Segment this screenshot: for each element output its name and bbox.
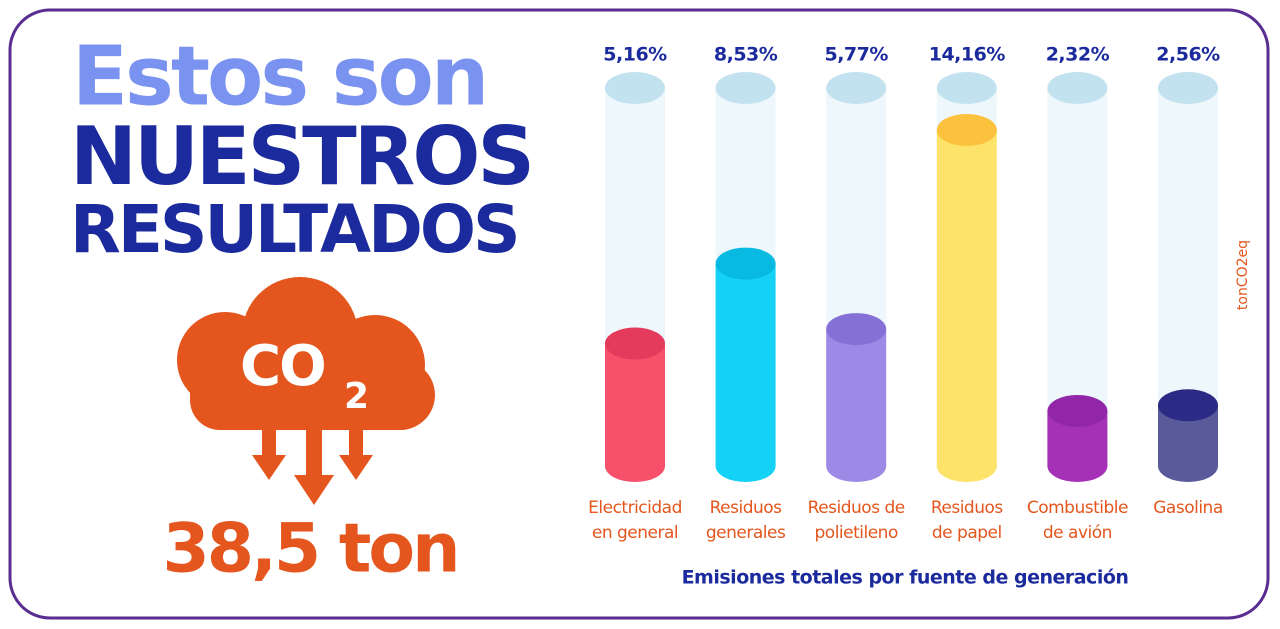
- value-label: 2,32%: [1046, 44, 1110, 66]
- title-line: Estos son: [72, 29, 486, 124]
- tube-top: [715, 72, 776, 104]
- category-label: Residuos de: [808, 498, 905, 518]
- cloud-icon: [177, 277, 435, 505]
- value-label: 2,56%: [1156, 44, 1220, 66]
- tube-top: [605, 72, 665, 104]
- title-line: RESULTADOS: [70, 191, 518, 268]
- co2-label: CO: [240, 334, 325, 399]
- category-label: Residuos: [710, 498, 783, 518]
- value-label: 8,53%: [714, 44, 778, 66]
- bar: [605, 343, 665, 466]
- bar: [936, 130, 997, 466]
- bar: [715, 263, 776, 466]
- category-label: Combustible: [1027, 498, 1128, 518]
- category-label: polietileno: [815, 523, 898, 543]
- bar-top: [826, 313, 887, 346]
- bar-top: [715, 247, 776, 280]
- category-label: Gasolina: [1153, 498, 1223, 518]
- y-axis-label: tonCO2eq: [1235, 240, 1251, 310]
- total-emissions: 38,5 ton: [162, 510, 457, 589]
- bar-top: [605, 327, 665, 360]
- co2-subscript: 2: [344, 376, 369, 417]
- tube-top: [1158, 72, 1218, 104]
- bar-top: [1158, 389, 1218, 422]
- value-label: 14,16%: [929, 44, 1006, 66]
- value-label: 5,77%: [824, 44, 888, 66]
- tube-top: [1047, 72, 1108, 104]
- title-line: NUESTROS: [70, 110, 532, 203]
- category-label: de avión: [1043, 523, 1112, 543]
- bar-top: [936, 114, 997, 146]
- bar: [826, 329, 887, 466]
- bar-top: [1047, 394, 1108, 427]
- category-label: de papel: [932, 523, 1002, 543]
- tube-top: [826, 72, 887, 104]
- category-label: en general: [592, 523, 678, 543]
- tube-top: [936, 72, 997, 104]
- category-label: Residuos: [931, 498, 1004, 518]
- category-label: generales: [706, 523, 786, 543]
- category-label: Electricidad: [588, 498, 682, 518]
- value-label: 5,16%: [603, 44, 667, 66]
- x-axis-label: Emisiones totales por fuente de generaci…: [682, 567, 1129, 589]
